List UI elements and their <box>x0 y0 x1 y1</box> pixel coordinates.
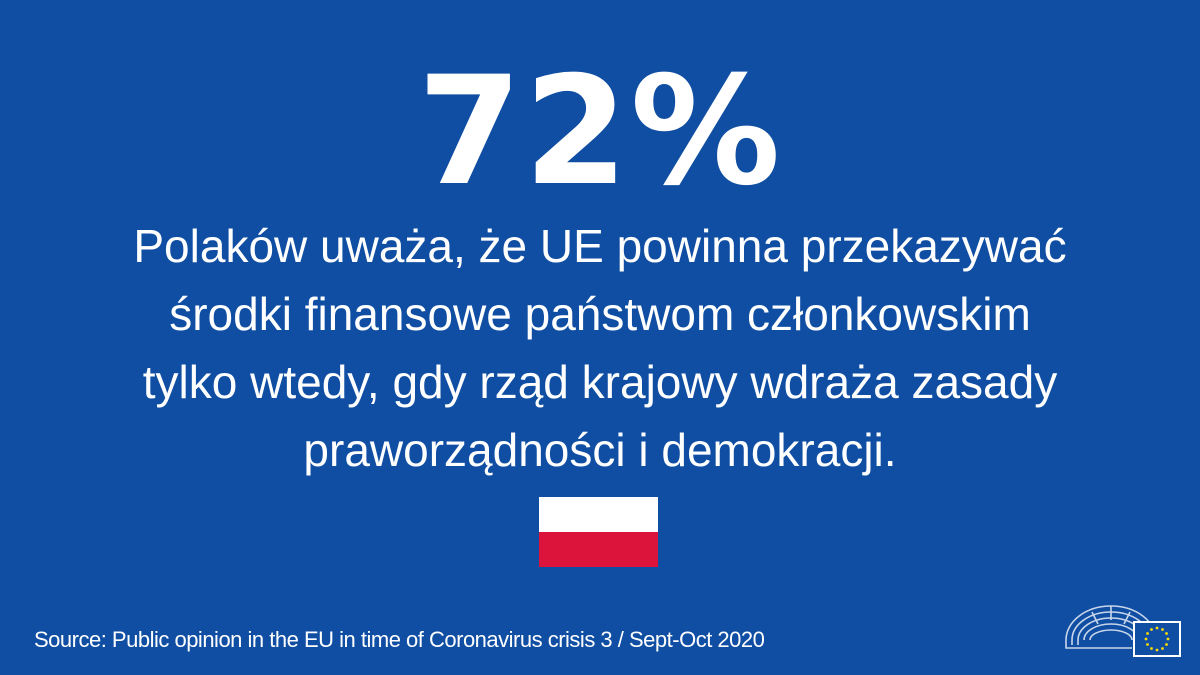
statement-line: Polaków uważa, że UE powinna przekazywać <box>133 220 1067 272</box>
headline-percentage: 72% <box>417 45 783 219</box>
statement-text: Polaków uważa, że UE powinna przekazywać… <box>40 212 1160 484</box>
european-parliament-logo-icon <box>1065 605 1181 657</box>
statement-line: praworządności i demokracji. <box>303 424 897 476</box>
flag-red-stripe <box>539 532 658 567</box>
source-note: Source: Public opinion in the EU in time… <box>34 627 765 652</box>
statement-line: tylko wtedy, gdy rząd krajowy wdraża zas… <box>142 356 1058 408</box>
poland-flag-icon <box>539 497 658 567</box>
statement-line: środki finansowe państwom członkowskim <box>169 288 1031 340</box>
flag-white-stripe <box>539 497 658 532</box>
